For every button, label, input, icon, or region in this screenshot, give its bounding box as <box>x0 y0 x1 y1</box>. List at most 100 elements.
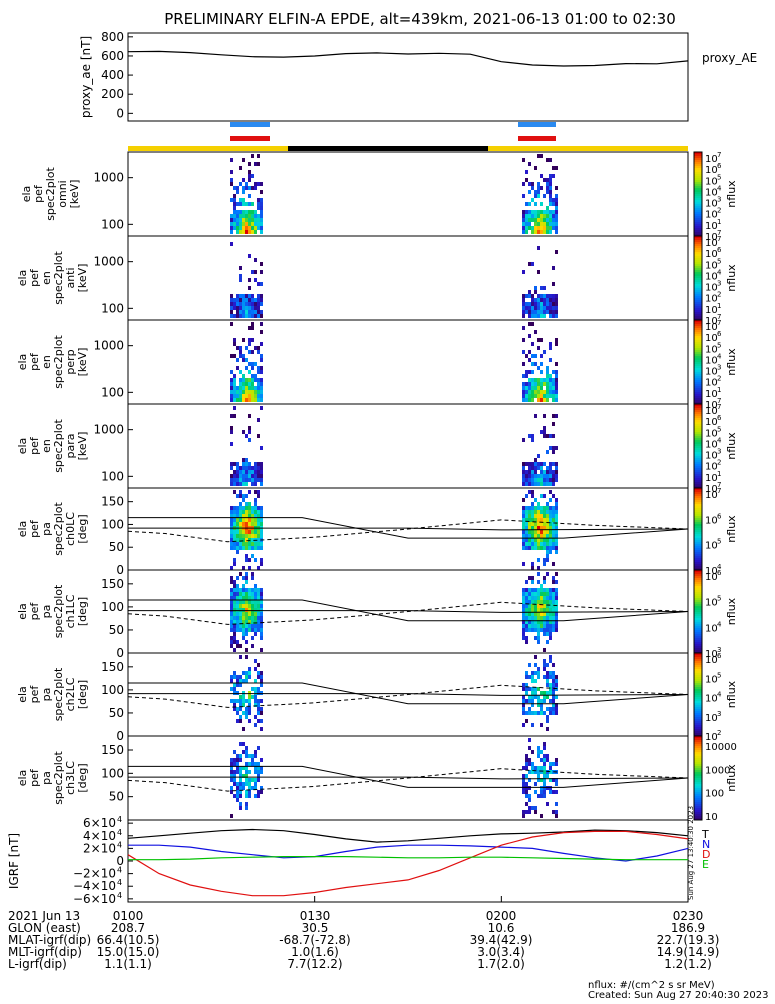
col1-mlat: -68.7(-72.8) <box>279 933 350 947</box>
heatmap-cell <box>522 210 525 214</box>
heatmap-cell <box>233 774 236 778</box>
igrf-ytick-label: 2×10 <box>83 841 116 855</box>
heatmap-cell <box>522 699 525 703</box>
heatmap-cell <box>236 534 239 538</box>
heatmap-cell <box>555 782 558 786</box>
perpendicular-line <box>128 776 689 780</box>
heatmap-cell <box>260 546 263 550</box>
heatmap-cell <box>525 691 528 695</box>
heatmap-cell <box>534 538 537 542</box>
heatmap-cell <box>540 462 543 466</box>
heatmap-cell <box>534 482 537 486</box>
heatmap-cell <box>242 679 245 683</box>
ylabel-line: [deg] <box>76 514 89 543</box>
anti-loss-cone-line <box>127 768 689 792</box>
heatmap-cell <box>233 596 236 600</box>
red-marker-1 <box>230 136 270 141</box>
heatmap-cell <box>233 490 236 494</box>
heatmap-cell <box>233 750 236 754</box>
heatmap-cell <box>546 474 549 478</box>
heatmap-cell <box>543 470 546 474</box>
heatmap-cell <box>531 230 534 234</box>
heatmap-cell <box>528 596 531 600</box>
heatmap-cell <box>239 346 242 350</box>
heatmap-cell <box>552 298 555 302</box>
heatmap-cell <box>254 584 257 588</box>
heatmap-cell <box>522 522 525 526</box>
heatmap-cell <box>549 659 552 663</box>
heatmap-cell <box>552 608 555 612</box>
heatmap-cell <box>543 675 546 679</box>
heatmap-cell <box>257 608 260 612</box>
heatmap-cell <box>546 206 549 210</box>
heatmap-cell <box>236 514 239 518</box>
colorbar-swatch <box>694 540 702 542</box>
heatmap-cell <box>537 778 540 782</box>
heatmap-cell <box>549 510 552 514</box>
heatmap-cell <box>525 711 528 715</box>
heatmap-cell <box>522 534 525 538</box>
col3-mlt: 14.9(14.9) <box>657 945 720 959</box>
heatmap-cell <box>525 687 528 691</box>
heatmap-cell <box>540 510 543 514</box>
heatmap-cell <box>239 644 242 648</box>
heatmap-cell <box>522 194 525 198</box>
heatmap-cell <box>254 394 257 398</box>
colorbar-tick-base: 10 <box>705 649 718 660</box>
heatmap-cell <box>552 534 555 538</box>
colorbar-swatch <box>694 516 702 518</box>
heatmap-cell <box>242 474 245 478</box>
anti-loss-cone-line <box>127 601 689 625</box>
heatmap-cell <box>230 687 233 691</box>
heatmap-cell <box>537 270 540 274</box>
heatmap-cell <box>552 588 555 592</box>
colorbar-swatch <box>694 186 702 188</box>
colorbar-swatch <box>694 278 702 280</box>
heatmap-cell <box>260 628 263 632</box>
heatmap-cell <box>254 490 257 494</box>
heatmap-cell <box>534 620 537 624</box>
ylabel-line: ch1LC <box>64 594 77 628</box>
heatmap-cell <box>248 502 251 506</box>
heatmap-cell <box>257 154 260 158</box>
ylabel-line: pef <box>32 184 45 203</box>
heatmap-cell <box>552 314 555 318</box>
heatmap-cell <box>245 588 248 592</box>
heatmap-cell <box>233 758 236 762</box>
heatmap-cell <box>537 620 540 624</box>
heatmap-cell <box>254 506 257 510</box>
heatmap-cell <box>254 478 257 482</box>
heatmap-cell <box>239 386 242 390</box>
heatmap-cell <box>546 182 549 186</box>
heatmap-cell <box>251 624 254 628</box>
heatmap-cell <box>540 584 543 588</box>
heatmap-cell <box>257 770 260 774</box>
heatmap-cell <box>248 534 251 538</box>
heatmap-cell <box>525 546 528 550</box>
heatmap-cell <box>245 462 248 466</box>
heatmap-cell <box>260 370 263 374</box>
heatmap-cell <box>546 466 549 470</box>
heatmap-cell <box>242 506 245 510</box>
heatmap-cell <box>242 703 245 707</box>
heatmap-cell <box>251 754 254 758</box>
heatmap-cell <box>236 770 239 774</box>
heatmap-cell <box>248 667 251 671</box>
heatmap-cell <box>257 522 260 526</box>
heatmap-cell <box>257 506 260 510</box>
heatmap-cell <box>254 786 257 790</box>
colorbar-tick-base: 10 <box>705 674 718 685</box>
heatmap-cell <box>540 770 543 774</box>
heatmap-cell <box>245 518 248 522</box>
ytick-label: 50 <box>109 790 124 804</box>
heatmap-cell <box>233 703 236 707</box>
heatmap-cell <box>522 530 525 534</box>
heatmap-cell <box>239 774 242 778</box>
ylabel-line: pef <box>28 602 41 621</box>
heatmap-cell <box>236 628 239 632</box>
heatmap-cell <box>251 174 254 178</box>
heatmap-cell <box>522 538 525 542</box>
heatmap-cell <box>552 470 555 474</box>
heatmap-cell <box>537 502 540 506</box>
igrf-ytick-exponent: 4 <box>117 840 122 849</box>
